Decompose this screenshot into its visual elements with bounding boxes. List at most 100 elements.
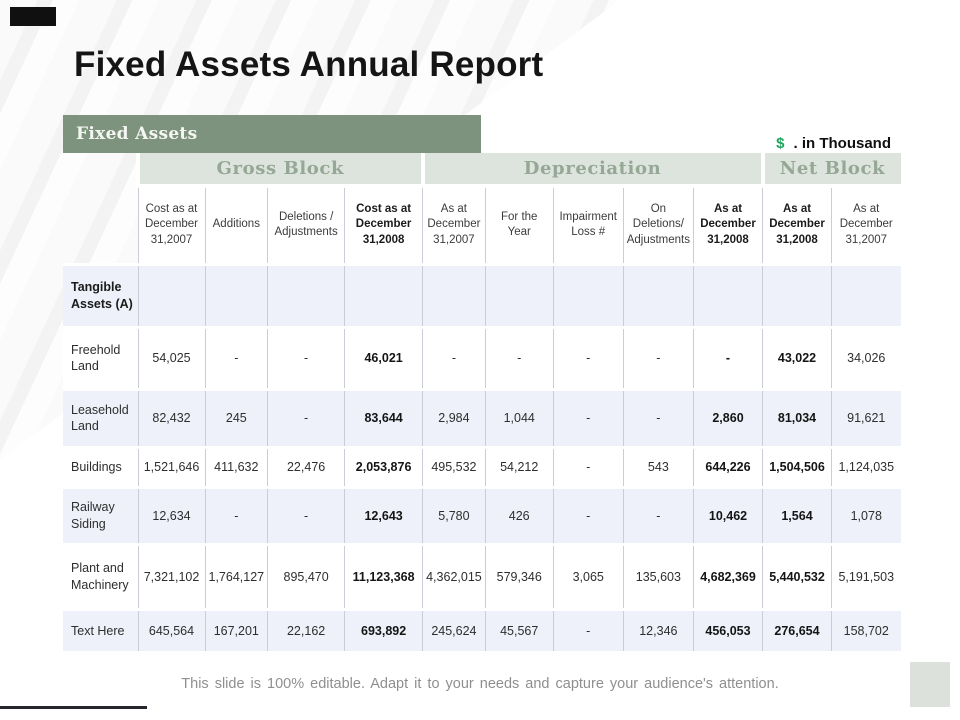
row-label: Freehold Land: [63, 325, 138, 389]
table-cell: 83,644: [344, 387, 423, 447]
table-cell: 22,162: [267, 607, 345, 651]
table-cell: -: [422, 325, 486, 389]
column-group-header: Gross Block: [136, 153, 423, 186]
table-cell: -: [552, 445, 624, 487]
table-cell: [344, 262, 423, 327]
currency-note: $ . in Thousand: [776, 135, 891, 152]
table-cell: 1,078: [831, 485, 901, 544]
table-cell: 7,321,102: [137, 542, 205, 609]
table-cell: 45,567: [484, 607, 554, 651]
table-cell: 10,462: [693, 485, 763, 544]
column-header-cell: Impairment Loss #: [552, 184, 624, 266]
table-cell: 5,191,503: [831, 542, 901, 609]
table-cell: 276,654: [762, 607, 832, 651]
column-header-cell: Cost as at December 31,2008: [344, 184, 423, 266]
top-left-corner-accent: [10, 7, 56, 26]
footer-note: This slide is 100% editable. Adapt it to…: [181, 676, 779, 692]
table-cell: 2,860: [693, 387, 763, 447]
table-row: Text Here 645,564 167,201 22,162 693,892 245,…: [63, 607, 901, 651]
bottom-right-square: [910, 662, 950, 707]
table-cell: [622, 262, 694, 327]
table-cell: 495,532: [422, 445, 486, 487]
table-cell: -: [622, 387, 694, 447]
table-cell: 5,440,532: [762, 542, 832, 609]
column-header-cell: As at December 31,2007: [422, 184, 486, 266]
table-cell: 245: [204, 387, 268, 447]
table-cell: 1,521,646: [137, 445, 205, 487]
table-row: Plant and Machinery 7,321,102 1,764,127 895…: [63, 542, 901, 609]
table-cell: 426: [484, 485, 554, 544]
table-corner-spacer: [63, 153, 138, 264]
section-header-bar: Fixed Assets: [63, 115, 481, 153]
table-cell: [693, 262, 763, 327]
table-cell: [484, 262, 554, 327]
row-label: Leasehold Land: [63, 387, 138, 447]
table-row: Leasehold Land 82,432 245-83,644 2,984 1,044…: [63, 387, 901, 447]
table-cell: -: [267, 325, 345, 389]
table-row: Railway Siding 12,634- -12,643 5,780 426- -10…: [63, 485, 901, 544]
table-cell: 693,892: [344, 607, 423, 651]
table-cell: -: [204, 485, 268, 544]
table-cell: 1,504,506: [762, 445, 832, 487]
section-header-label: Fixed Assets: [76, 124, 198, 144]
table-cell: -: [693, 325, 763, 389]
table-cell: 11,123,368: [344, 542, 423, 609]
row-label: Buildings: [63, 445, 138, 487]
table-cell: [204, 262, 268, 327]
table-cell: [422, 262, 486, 327]
table-row: Freehold Land 54,025- -46,021- - - - -43,022 34…: [63, 325, 901, 389]
table-cell: 54,025: [137, 325, 205, 389]
table-cell: 22,476: [267, 445, 345, 487]
table-cell: 645,564: [137, 607, 205, 651]
table-cell: 12,346: [622, 607, 694, 651]
table-cell: 43,022: [762, 325, 832, 389]
table-cell: 5,780: [422, 485, 486, 544]
column-header-cell: As at December 31,2007: [831, 184, 901, 266]
table-cell: 4,682,369: [693, 542, 763, 609]
column-group-header: Net Block: [760, 153, 901, 186]
column-header-cell: Cost as at December 31,2007: [137, 184, 205, 266]
table-cell: 12,643: [344, 485, 423, 544]
table-cell: 1,564: [762, 485, 832, 544]
table-cell: -: [552, 607, 624, 651]
column-group-header: Depreciation: [420, 153, 763, 186]
table-cell: 1,124,035: [831, 445, 901, 487]
table-cell: 411,632: [204, 445, 268, 487]
table-cell: -: [622, 485, 694, 544]
table-cell: [267, 262, 345, 327]
table-cell: 4,362,015: [422, 542, 486, 609]
column-header-cell: As at December 31,2008: [762, 184, 832, 266]
table-cell: 543: [622, 445, 694, 487]
row-label: Tangible Assets (A): [63, 262, 138, 327]
table-cell: 3,065: [552, 542, 624, 609]
table-cell: [552, 262, 624, 327]
row-label: Plant and Machinery: [63, 542, 138, 609]
bottom-left-rule: [0, 706, 147, 709]
table-cell: 34,026: [831, 325, 901, 389]
column-header-cell: As at December 31,2008: [693, 184, 763, 266]
table-cell: [762, 262, 832, 327]
column-header-cell: On Deletions/ Adjustments: [622, 184, 694, 266]
table-cell: -: [552, 485, 624, 544]
column-header-cell: Deletions / Adjustments: [267, 184, 345, 266]
table-row: Tangible Assets (A): [63, 262, 901, 327]
table-cell: 644,226: [693, 445, 763, 487]
table-cell: 82,432: [137, 387, 205, 447]
row-label: Text Here: [63, 607, 138, 651]
column-header-cell: Additions: [204, 184, 268, 266]
table-cell: 81,034: [762, 387, 832, 447]
table-cell: 2,053,876: [344, 445, 423, 487]
column-header-cell: For the Year: [484, 184, 554, 266]
fixed-assets-table: Gross Block Depreciation Net Block Cost as …: [63, 153, 901, 651]
table-cell: 91,621: [831, 387, 901, 447]
table-cell: 167,201: [204, 607, 268, 651]
table-cell: 579,346: [484, 542, 554, 609]
table-cell: 456,053: [693, 607, 763, 651]
table-cell: 1,044: [484, 387, 554, 447]
table-cell: [831, 262, 901, 327]
table-cell: -: [552, 325, 624, 389]
table-cell: -: [267, 485, 345, 544]
table-cell: 895,470: [267, 542, 345, 609]
table-cell: 12,634: [137, 485, 205, 544]
dollar-sign: $: [776, 135, 785, 152]
